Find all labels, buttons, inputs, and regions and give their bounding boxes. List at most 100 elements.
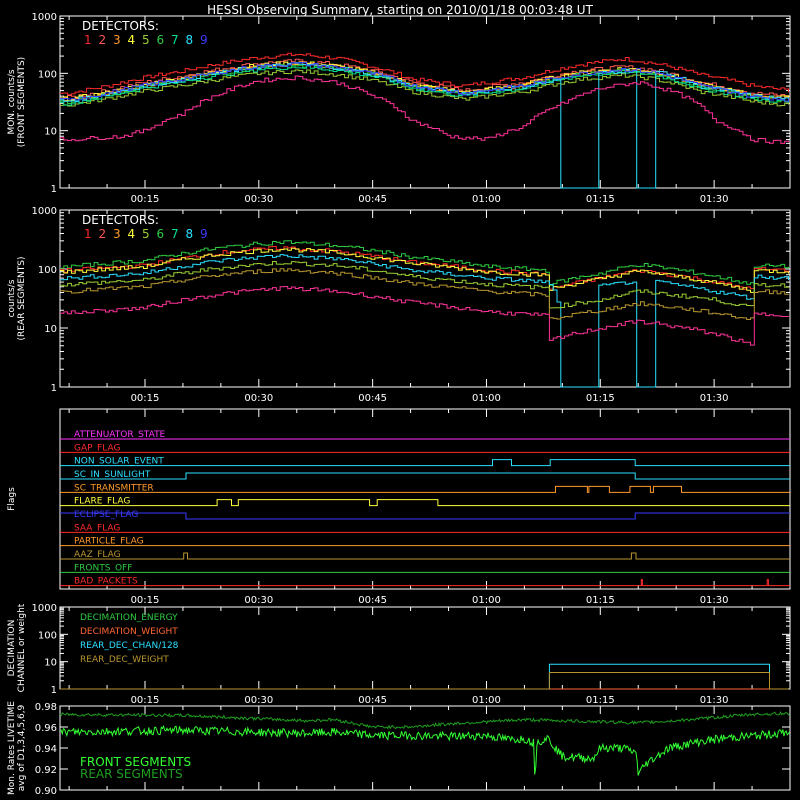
x-tick-label-rear: 00:15 <box>131 393 160 404</box>
legend-item-decimation: REAR_DEC_CHAN/128 <box>80 641 179 651</box>
series-line-front <box>60 52 789 96</box>
x-tick-label-rear: 01:00 <box>472 393 501 404</box>
x-tick-label-decimation: 01:00 <box>472 695 501 706</box>
flag-label: AAZ_FLAG <box>74 550 121 560</box>
legend-item-livetime: FRONT SEGMENTS <box>80 755 191 769</box>
x-tick-label-front: 00:15 <box>131 194 160 205</box>
legend-item-front: 8 <box>186 33 194 47</box>
flag-label: GAP_FLAG <box>74 443 120 453</box>
x-tick-label-flags: 01:00 <box>472 595 501 606</box>
flag-label: ATTENUATOR_STATE <box>74 430 166 440</box>
x-tick-label-flags: 00:45 <box>358 595 387 606</box>
series-line-rear <box>60 268 789 320</box>
legend-item-livetime: REAR SEGMENTS <box>80 767 183 781</box>
legend-item-rear: 5 <box>142 227 150 241</box>
x-tick-label-front: 01:00 <box>472 194 501 205</box>
x-tick-label-decimation: 00:30 <box>244 695 273 706</box>
legend-item-front: 4 <box>128 33 136 47</box>
legend-item-rear: 1 <box>84 227 92 241</box>
flag-label: NON_SOLAR_EVENT <box>74 457 164 467</box>
x-tick-label-rear: 00:30 <box>244 393 273 404</box>
legend-item-rear: 6 <box>157 227 165 241</box>
legend-item-front: 9 <box>200 33 208 47</box>
legend-item-front: 3 <box>113 33 121 47</box>
legend-item-rear: 9 <box>200 227 208 241</box>
legend-item-front: 7 <box>171 33 179 47</box>
y-tick-label-decimation: 100 <box>38 630 57 641</box>
y-axis-label-decimation: CHANNEL or weight <box>17 603 27 692</box>
y-tick-label-front: 1000 <box>32 12 57 23</box>
y-axis-label-front: (FRONT SEGMENTS) <box>17 57 27 147</box>
x-tick-label-decimation: 01:30 <box>700 695 729 706</box>
legend-item-front: 1 <box>84 33 92 47</box>
flag-label: PARTICLE_FLAG <box>74 537 144 547</box>
legend-item-rear: 8 <box>186 227 194 241</box>
flag-label: FLARE_FLAG <box>74 497 130 507</box>
flag-label: SC_TRANSMITTER <box>74 483 154 493</box>
flag-line <box>60 579 790 587</box>
x-tick-label-decimation: 00:45 <box>358 695 387 706</box>
legend-item-front: 5 <box>142 33 150 47</box>
legend-title-front: DETECTORS: <box>82 19 159 33</box>
y-tick-label-livetime: 0.90 <box>35 786 57 797</box>
y-axis-label-decimation: DECIMATION <box>7 620 17 677</box>
series-line-rear <box>60 261 789 309</box>
flag-label: FRONTS_OFF <box>74 563 132 573</box>
y-axis-label-flags: Flags <box>7 487 17 511</box>
flag-label: SC_IN_SUNLIGHT <box>74 470 151 480</box>
x-tick-label-flags: 01:30 <box>700 595 729 606</box>
x-tick-label-decimation: 01:15 <box>586 695 615 706</box>
x-tick-label-flags: 00:15 <box>131 595 160 606</box>
legend-item-front: 2 <box>99 33 107 47</box>
flag-line <box>60 512 790 520</box>
x-tick-label-flags: 01:15 <box>586 595 615 606</box>
x-tick-label-front: 00:30 <box>244 194 273 205</box>
flag-label: ECLIPSE_FLAG <box>74 510 138 520</box>
legend-item-rear: 4 <box>128 227 136 241</box>
plot-frame-flags <box>59 408 791 590</box>
flag-line <box>60 499 790 507</box>
x-tick-label-front: 01:15 <box>586 194 615 205</box>
y-tick-label-decimation: 1 <box>51 685 57 696</box>
x-tick-label-rear: 01:30 <box>700 393 729 404</box>
series-line-livetime <box>59 711 790 730</box>
series-line-livetime <box>59 724 791 776</box>
legend-item-rear: 2 <box>99 227 107 241</box>
y-tick-label-front: 10 <box>44 127 57 138</box>
series-line-rear <box>60 247 789 293</box>
y-axis-label-front: MON. counts/s <box>7 69 17 134</box>
legend-item-decimation: DECIMATION_WEIGHT <box>80 627 178 637</box>
y-tick-label-livetime: 0.96 <box>35 723 57 734</box>
flag-line <box>60 552 790 560</box>
y-tick-label-rear: 10 <box>44 324 57 335</box>
y-tick-label-rear: 1000 <box>32 206 57 217</box>
y-tick-label-front: 100 <box>38 69 57 80</box>
flag-line <box>60 485 790 493</box>
legend-item-front: 6 <box>157 33 165 47</box>
x-tick-label-rear: 00:45 <box>358 393 387 404</box>
y-axis-label-livetime: avg of D1,3,4,5,6,9 <box>17 704 27 791</box>
x-tick-label-flags: 00:30 <box>244 595 273 606</box>
x-tick-label-front: 01:30 <box>700 194 729 205</box>
y-axis-label-rear: counts/s <box>7 279 17 317</box>
legend-title-rear: DETECTORS: <box>82 213 159 227</box>
legend-item-decimation: DECIMATION_ENERGY <box>80 613 178 623</box>
series-line-front <box>60 69 789 107</box>
flag-label: SAA_FLAG <box>74 523 120 533</box>
y-tick-label-rear: 1 <box>51 383 57 394</box>
figure-title: HESSI Observing Summary, starting on 201… <box>207 3 593 17</box>
series-line-front <box>60 62 789 102</box>
legend-item-decimation: REAR_DEC_WEIGHT <box>80 655 169 665</box>
plot-frame-rear <box>59 209 791 388</box>
y-axis-label-rear: (REAR SEGMENTS) <box>17 256 27 340</box>
legend-item-rear: 7 <box>171 227 179 241</box>
y-tick-label-decimation: 10 <box>44 658 57 669</box>
x-tick-label-rear: 01:15 <box>586 393 615 404</box>
x-tick-label-front: 00:45 <box>358 194 387 205</box>
flag-line <box>60 459 790 467</box>
flag-line <box>60 472 790 480</box>
legend-item-rear: 3 <box>113 227 121 241</box>
series-line-rear <box>60 254 789 388</box>
